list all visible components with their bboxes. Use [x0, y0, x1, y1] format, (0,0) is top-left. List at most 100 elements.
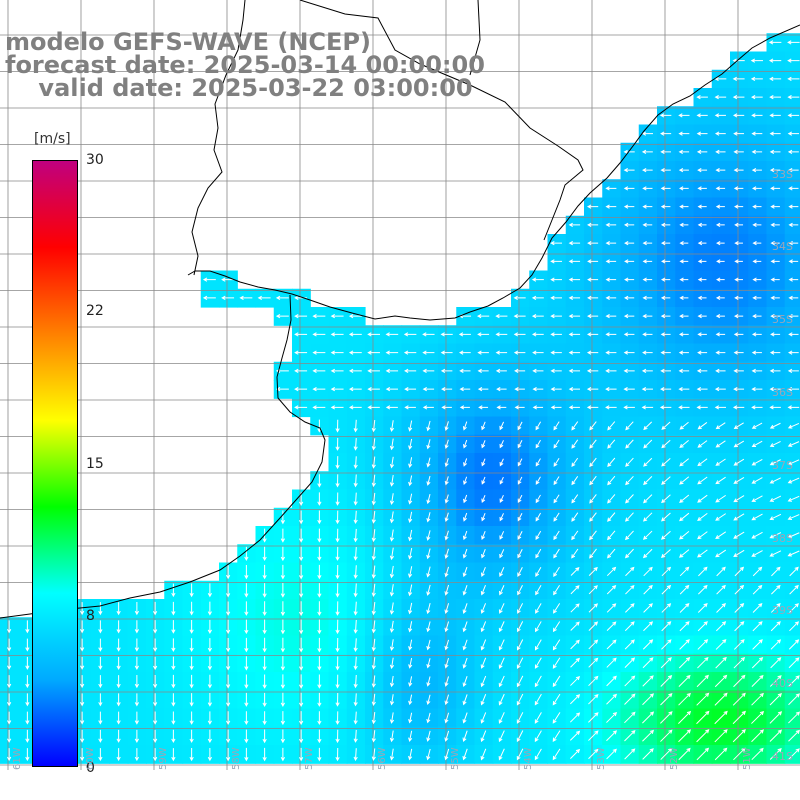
wind-arrow: [696, 368, 708, 373]
wind-arrow: [789, 566, 799, 577]
wind-arrow: [660, 186, 671, 191]
wind-arrow: [623, 222, 635, 227]
wind-arrow: [787, 422, 800, 429]
wind-arrow: [751, 458, 763, 466]
wind-arrow: [550, 295, 562, 300]
wind-arrow: [733, 422, 744, 429]
wind-arrow: [788, 350, 799, 355]
wind-arrow: [480, 639, 487, 651]
wind-arrow: [697, 314, 707, 319]
wind-arrow: [679, 584, 690, 595]
wind-arrow: [408, 547, 413, 560]
wind-arrow: [317, 474, 322, 488]
wind-arrow: [734, 241, 743, 246]
wind-arrow: [385, 368, 399, 373]
wind-arrow: [714, 76, 727, 81]
wind-arrow: [171, 711, 176, 725]
wind-arrow: [733, 495, 745, 503]
wind-arrow: [335, 711, 340, 725]
wind-arrow: [788, 748, 800, 760]
wind-arrow: [294, 350, 308, 355]
wind-arrow: [751, 95, 763, 100]
wind-arrow: [715, 440, 726, 448]
wind-arrow: [660, 530, 671, 540]
field-cell: [784, 726, 800, 746]
wind-arrow: [660, 729, 673, 742]
wind-arrow: [531, 332, 544, 337]
wind-arrow: [389, 639, 395, 652]
wind-arrow: [353, 528, 358, 543]
wind-arrow: [697, 549, 708, 558]
wind-arrow: [568, 405, 580, 410]
wind-arrow: [769, 550, 782, 557]
wind-arrow: [661, 476, 671, 485]
field-cell: [784, 562, 800, 582]
wind-arrow: [788, 259, 799, 264]
wind-arrow: [499, 585, 505, 596]
wind-arrow: [426, 439, 431, 450]
wind-arrow: [116, 693, 121, 707]
wind-arrow: [25, 675, 30, 689]
wind-arrow: [404, 405, 416, 410]
wind-arrow: [678, 657, 691, 669]
wind-arrow: [586, 350, 599, 355]
wind-arrow: [588, 748, 599, 760]
lon-label-52w: 52W: [669, 747, 680, 770]
wind-arrow: [153, 729, 158, 743]
wind-arrow: [623, 186, 635, 191]
wind-arrow: [661, 621, 672, 632]
wind-arrow: [734, 584, 745, 595]
wind-arrow: [589, 439, 597, 449]
wind-arrow: [734, 277, 743, 282]
wind-arrow: [330, 332, 344, 337]
wind-arrow: [514, 405, 525, 410]
wind-arrow: [280, 747, 285, 762]
wind-arrow: [751, 440, 763, 448]
wind-arrow: [678, 405, 690, 410]
wind-arrow: [534, 730, 542, 743]
wind-arrow: [207, 693, 212, 707]
wind-arrow: [262, 674, 267, 689]
wind-arrow: [769, 95, 782, 100]
wind-arrow: [80, 656, 85, 670]
wind-arrow: [586, 405, 599, 410]
wind-arrow: [714, 95, 727, 100]
wind-arrow: [25, 693, 30, 707]
wind-arrow: [481, 513, 486, 522]
wind-arrow: [769, 368, 781, 373]
wind-arrow: [294, 368, 308, 373]
wind-arrow: [517, 603, 524, 614]
wind-arrow: [280, 711, 285, 726]
wind-arrow: [444, 494, 449, 504]
wind-arrow: [477, 350, 489, 355]
wind-arrow: [769, 675, 782, 687]
wind-arrow: [642, 711, 655, 724]
wind-arrow: [335, 729, 340, 744]
wind-arrow: [552, 693, 561, 706]
wind-arrow: [408, 676, 413, 687]
wind-arrow: [732, 710, 746, 725]
wind-arrow: [462, 603, 468, 614]
wind-arrow: [751, 405, 763, 410]
wind-arrow: [733, 674, 746, 688]
wind-arrow: [571, 439, 579, 449]
wind-arrow: [514, 368, 526, 373]
wind-arrow: [134, 748, 139, 762]
wind-arrow: [221, 277, 235, 282]
wind-arrow: [226, 565, 231, 580]
wind-arrow: [661, 566, 672, 577]
wind-arrow: [769, 387, 781, 392]
wind-arrow: [769, 149, 781, 154]
wind-arrow: [280, 637, 285, 653]
wind-arrow: [697, 476, 708, 485]
wind-arrow: [499, 531, 505, 540]
wind-arrow: [335, 528, 340, 543]
wind-arrow: [353, 656, 358, 671]
wind-arrow: [462, 657, 468, 669]
wind-arrow: [678, 149, 690, 154]
wind-arrow: [589, 475, 597, 486]
wind-arrow: [623, 149, 635, 154]
wind-arrow: [605, 350, 617, 355]
wind-arrow: [733, 458, 745, 466]
